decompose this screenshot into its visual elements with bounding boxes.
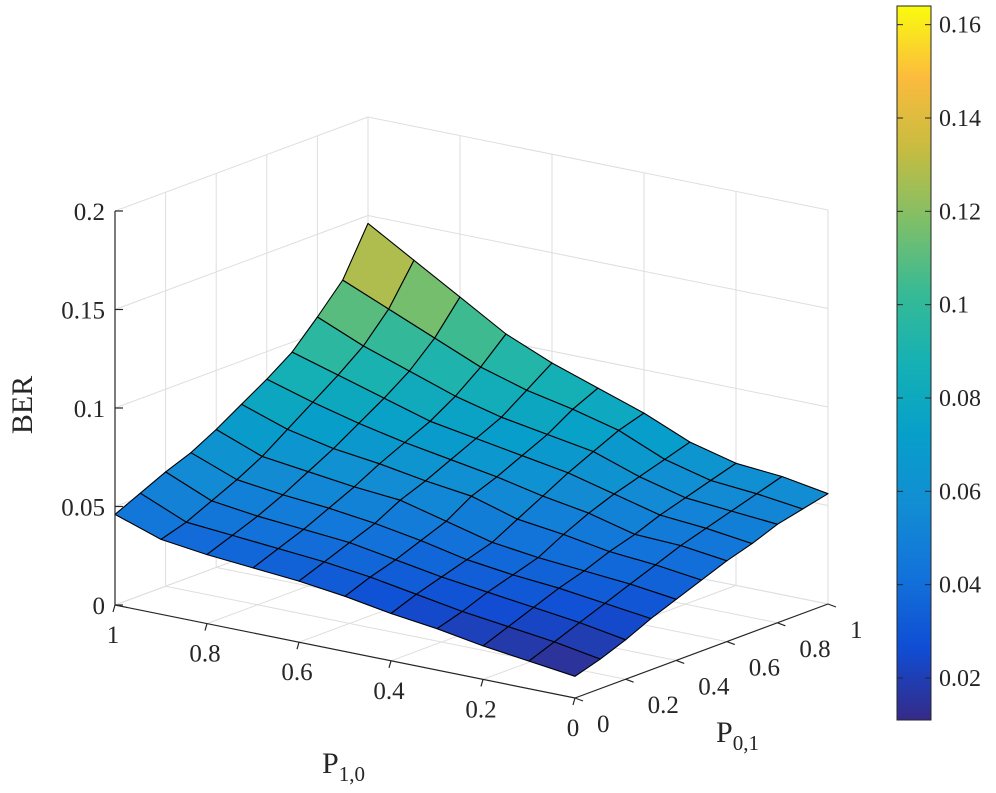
grid-wall-z bbox=[367, 116, 829, 211]
colorbar-tick-label: 0.14 bbox=[939, 106, 981, 132]
colorbar-tick-label: 0.08 bbox=[939, 386, 981, 412]
z-axis-title: BER bbox=[6, 376, 39, 434]
x-tick bbox=[480, 679, 484, 687]
y-tick-label: 0.2 bbox=[648, 692, 679, 719]
z-tick-label: 0.1 bbox=[74, 396, 105, 423]
x-tick bbox=[388, 660, 392, 668]
colorbar-tick-label: 0.12 bbox=[939, 199, 981, 225]
y-axis-title-subscript: 0,1 bbox=[733, 731, 759, 755]
surface-mesh bbox=[114, 222, 829, 677]
colorbar-tick-label: 0.02 bbox=[939, 666, 981, 692]
tick-labels: 00.20.40.60.8100.20.40.60.8100.050.10.15… bbox=[61, 199, 862, 742]
z-tick-label: 0.15 bbox=[61, 298, 105, 325]
grid-wall-z bbox=[367, 215, 829, 309]
colorbar bbox=[896, 5, 932, 721]
y-tick-label: 0 bbox=[597, 711, 610, 738]
colorbar-tick-label: 0.04 bbox=[939, 573, 981, 599]
y-tick bbox=[675, 659, 685, 664]
y-tick bbox=[574, 697, 584, 702]
surface-patch bbox=[528, 641, 601, 677]
z-tick-label: 0.05 bbox=[61, 495, 105, 522]
x-axis-line bbox=[114, 604, 576, 699]
y-tick bbox=[827, 603, 837, 608]
x-axis-title-main: P bbox=[322, 747, 339, 780]
y-tick bbox=[777, 622, 786, 627]
x-tick bbox=[204, 623, 208, 631]
z-tick-label: 0 bbox=[93, 593, 106, 620]
y-tick-label: 0.6 bbox=[749, 655, 780, 682]
x-tick-label: 0.2 bbox=[465, 696, 496, 723]
grid-wall-z bbox=[114, 215, 369, 310]
x-tick bbox=[296, 642, 300, 650]
colorbar-ticks: 0.02 0.04 0.06 0.08 0.1 0.12 0.14 0.16 bbox=[897, 13, 981, 692]
y-tick-label: 1 bbox=[850, 617, 863, 644]
x-tick-label: 0.4 bbox=[373, 678, 405, 705]
y-axis-line bbox=[574, 603, 829, 699]
y-tick bbox=[726, 641, 736, 646]
y-axis-title: P0,1 bbox=[716, 716, 759, 755]
y-axis-title-main: P bbox=[716, 716, 733, 749]
x-tick bbox=[572, 697, 576, 706]
colorbar-tick-label: 0.16 bbox=[939, 13, 981, 39]
x-tick-label: 0.8 bbox=[189, 641, 220, 668]
grid-wall-z bbox=[114, 116, 369, 212]
x-tick-label: 0 bbox=[567, 715, 580, 742]
axes-lines bbox=[112, 210, 837, 706]
colorbar-tick-label: 0.06 bbox=[939, 479, 981, 505]
x-axis-title: P1,0 bbox=[322, 747, 365, 786]
x-tick-label: 0.6 bbox=[281, 659, 312, 686]
x-tick bbox=[112, 604, 116, 613]
colorbar-tick-label: 0.1 bbox=[939, 293, 969, 319]
y-tick bbox=[625, 678, 634, 683]
y-tick-label: 0.4 bbox=[698, 673, 730, 700]
y-tick-label: 0.8 bbox=[799, 636, 830, 663]
z-tick-label: 0.2 bbox=[74, 199, 105, 226]
x-axis-title-subscript: 1,0 bbox=[339, 762, 365, 786]
x-tick-label: 1 bbox=[107, 622, 120, 649]
